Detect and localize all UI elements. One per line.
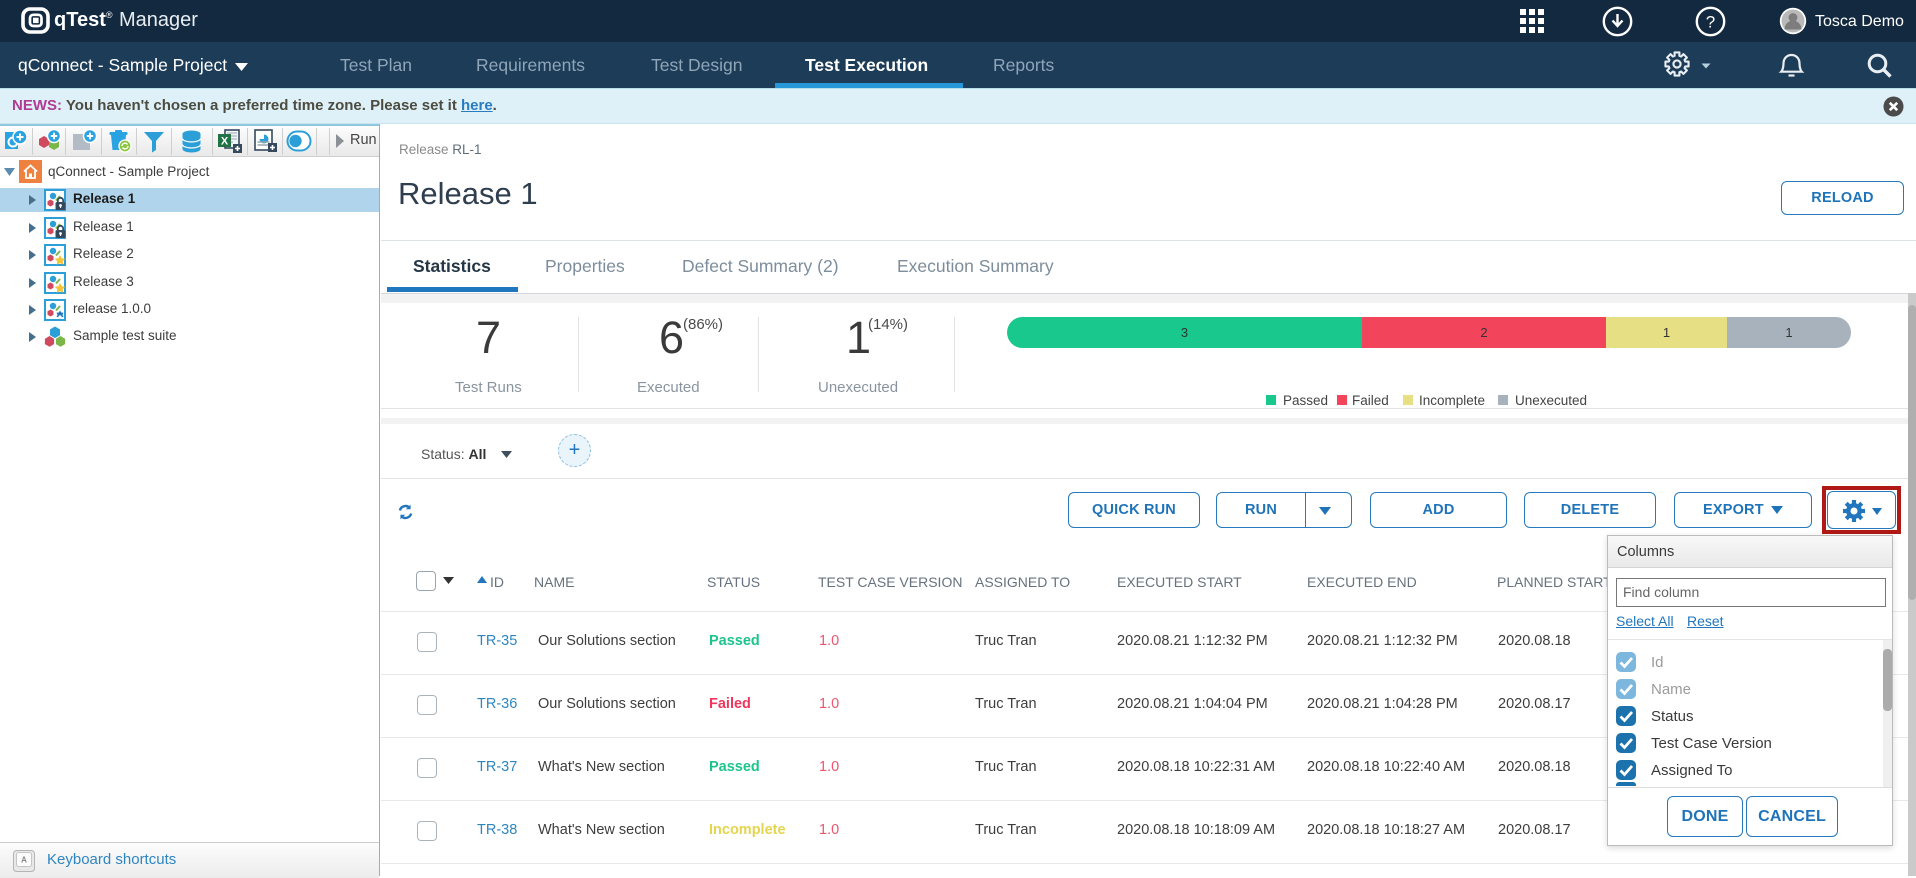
svg-text:X: X (221, 136, 229, 148)
svg-text:?: ? (1706, 13, 1715, 32)
svg-text:A: A (21, 856, 27, 865)
